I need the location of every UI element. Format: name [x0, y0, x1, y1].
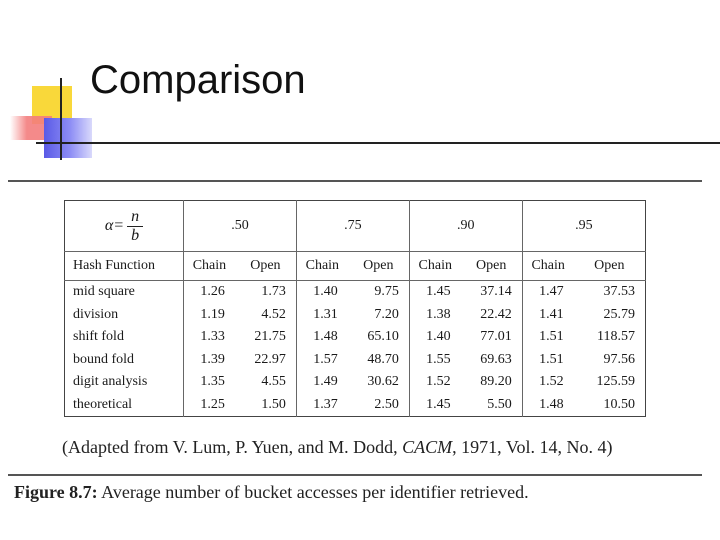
table-cell: 1.52 — [426, 374, 451, 390]
table-cell: 1.55 — [426, 351, 451, 367]
figure-caption: Figure 8.7: Average number of bucket acc… — [14, 482, 529, 503]
table-cell: 1.37 — [313, 396, 338, 412]
blue-square-decoration — [44, 118, 92, 158]
table-row: shift fold 1.33 21.75 1.48 65.10 1.40 77.01 1.5… — [64, 326, 646, 349]
hash-function-name: shift fold — [64, 326, 184, 349]
table-row: bound fold 1.39 22.97 1.57 48.70 1.55 69.63 1.5… — [64, 348, 646, 371]
table-cell: 1.51 — [539, 329, 564, 345]
table-header-row: α= n b .50 .75 .90 .95 — [64, 200, 646, 252]
table-cell: 9.75 — [347, 280, 410, 304]
slide-logo-decoration — [0, 0, 100, 170]
table-cell: 1.57 — [313, 351, 338, 367]
hash-function-name: mid square — [64, 280, 184, 304]
table-cell: 97.56 — [603, 351, 636, 367]
table-row: theoretical 1.25 1.50 1.37 2.50 1.45 5.50 1.48 1… — [64, 393, 646, 417]
table-cell: 22.42 — [460, 303, 523, 326]
table-cell: 1.25 — [200, 396, 225, 412]
table-cell: 25.79 — [603, 306, 636, 322]
table-row: digit analysis 1.35 4.55 1.49 30.62 1.52 89.20… — [64, 371, 646, 394]
alpha-numerator: n — [127, 208, 144, 227]
table-cell: 48.70 — [347, 348, 410, 371]
hash-function-name: bound fold — [64, 348, 184, 371]
alpha-denominator: b — [131, 226, 140, 244]
table-cell: 69.63 — [460, 348, 523, 371]
caption-prefix: (Adapted from V. Lum, P. Yuen, and M. Do… — [62, 437, 403, 457]
table-cell: 1.33 — [200, 329, 225, 345]
table-cell: 1.35 — [200, 374, 225, 390]
table-cell: 1.52 — [539, 374, 564, 390]
vertical-line-decoration — [60, 78, 62, 160]
figure-bottom-rule — [8, 474, 702, 476]
table-cell: 1.48 — [539, 396, 564, 412]
figure-label: Figure 8.7: — [14, 482, 98, 502]
subheader-cell: Chain — [522, 251, 574, 281]
table-cell: 1.45 — [426, 396, 451, 412]
comparison-table: α= n b .50 .75 .90 .95 Hash Function Cha… — [64, 200, 646, 417]
table-cell: 1.19 — [200, 306, 225, 322]
subheader-cell: Open — [573, 251, 646, 281]
subheader-cell: Chain — [409, 251, 461, 281]
table-cell: 77.01 — [460, 326, 523, 349]
subheader-cell: Open — [460, 251, 523, 281]
table-body: mid square 1.26 1.73 1.40 9.75 1.45 37.14 1.47 3… — [64, 280, 646, 417]
table-cell: 21.75 — [234, 326, 297, 349]
subheader-cell: Open — [234, 251, 297, 281]
table-cell: 1.51 — [539, 351, 564, 367]
table-cell: 1.45 — [426, 284, 451, 300]
table-cell: 37.53 — [603, 284, 636, 300]
alpha-formula: α= n b — [104, 208, 144, 245]
hash-function-name: theoretical — [64, 393, 184, 417]
caption-suffix: , 1971, Vol. 14, No. 4) — [452, 437, 613, 457]
table-cell: 65.10 — [347, 326, 410, 349]
load-factor-header: .90 — [409, 200, 523, 252]
source-caption: (Adapted from V. Lum, P. Yuen, and M. Do… — [62, 437, 613, 458]
caption-journal: CACM — [402, 437, 453, 457]
table-cell: 1.41 — [539, 306, 564, 322]
table-cell: 22.97 — [234, 348, 297, 371]
hash-function-name: division — [64, 303, 184, 326]
alpha-header-cell: α= n b — [64, 200, 184, 252]
table-cell: 118.57 — [597, 329, 635, 345]
table-subheader-row: Hash Function Chain Open Chain Open Chai… — [64, 251, 646, 281]
table-cell: 10.50 — [603, 396, 636, 412]
table-cell: 1.49 — [313, 374, 338, 390]
figure-text: Average number of bucket accesses per id… — [97, 482, 529, 502]
table-cell: 1.40 — [426, 329, 451, 345]
load-factor-header: .75 — [296, 200, 410, 252]
load-factor-header: .50 — [183, 200, 297, 252]
table-cell: 1.38 — [426, 306, 451, 322]
subheader-cell: Open — [347, 251, 410, 281]
slide-title: Comparison — [90, 58, 306, 102]
table-cell: 1.48 — [313, 329, 338, 345]
figure-top-rule — [8, 180, 702, 182]
table-cell: 1.26 — [200, 284, 225, 300]
load-factor-header: .95 — [522, 200, 646, 252]
table-cell: 37.14 — [460, 280, 523, 304]
table-cell: 2.50 — [347, 393, 410, 417]
table-cell: 5.50 — [460, 393, 523, 417]
hash-function-name: digit analysis — [64, 371, 184, 394]
table-cell: 125.59 — [596, 374, 636, 390]
title-underline — [36, 142, 720, 144]
subheader-cell: Chain — [183, 251, 235, 281]
table-cell: 4.55 — [234, 371, 297, 394]
row-header-label: Hash Function — [64, 251, 184, 281]
alpha-fraction: n b — [127, 208, 144, 245]
table-cell: 89.20 — [460, 371, 523, 394]
table-cell: 30.62 — [347, 371, 410, 394]
table-row: mid square 1.26 1.73 1.40 9.75 1.45 37.14 1.47 3… — [64, 280, 646, 304]
table-cell: 7.20 — [347, 303, 410, 326]
table-cell: 1.50 — [234, 393, 297, 417]
table-row: division 1.19 4.52 1.31 7.20 1.38 22.42 1.41 25.… — [64, 303, 646, 326]
alpha-symbol: α= — [104, 217, 125, 234]
table-cell: 1.47 — [539, 284, 564, 300]
table-cell: 1.73 — [234, 280, 297, 304]
table-cell: 1.31 — [313, 306, 338, 322]
table-cell: 1.39 — [200, 351, 225, 367]
subheader-cell: Chain — [296, 251, 348, 281]
table-cell: 4.52 — [234, 303, 297, 326]
table-cell: 1.40 — [313, 284, 338, 300]
